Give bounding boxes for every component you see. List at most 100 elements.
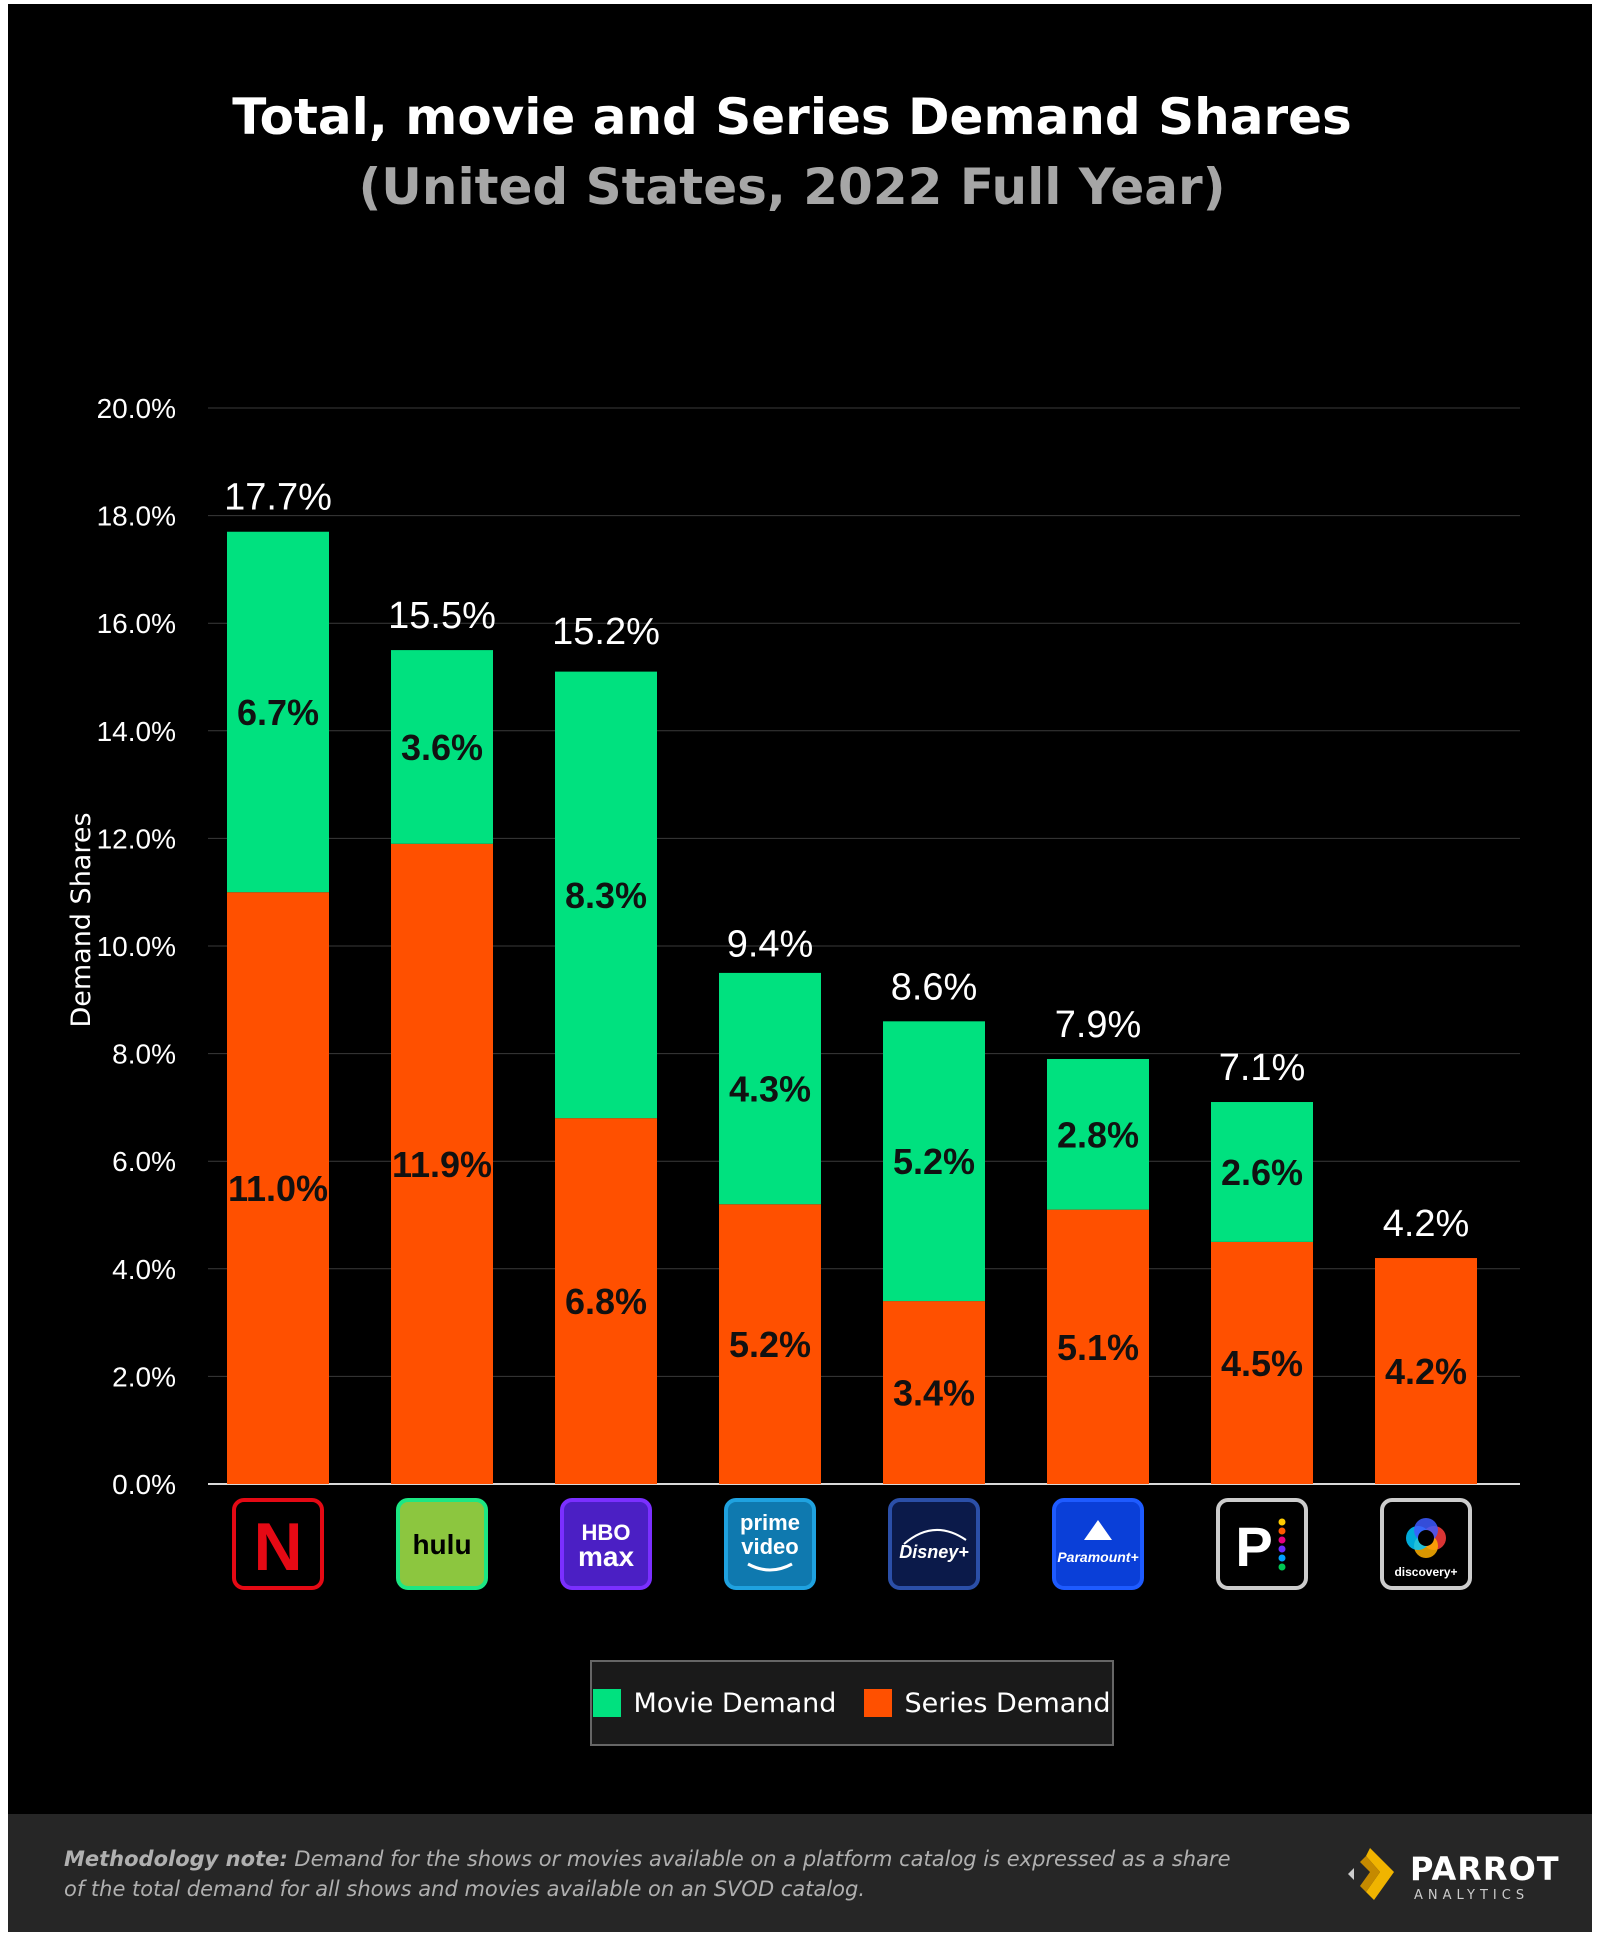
- y-tick-label: 16.0%: [97, 608, 176, 639]
- logo-badge: [232, 1498, 324, 1590]
- netflix-logo: N: [232, 1498, 324, 1590]
- y-tick-label: 6.0%: [112, 1146, 176, 1177]
- total-value-label: 7.9%: [1055, 1004, 1142, 1046]
- total-value-label: 4.2%: [1383, 1203, 1470, 1245]
- total-value-label: 7.1%: [1219, 1047, 1306, 1089]
- total-value-label: 15.2%: [552, 611, 660, 653]
- movie-bar-3: [719, 972, 821, 1205]
- legend-series-label: Series Demand: [904, 1687, 1111, 1719]
- logo-text: Paramount+: [1057, 1549, 1138, 1565]
- bar-layer: 11.0% 6.7% 17.7% 11.9% 3.6% 15.5% 6.8% 8.3% 15.2…: [224, 477, 1477, 1484]
- series-value-label: 4.5%: [1221, 1343, 1303, 1384]
- legend: Movie Demand Series Demand: [590, 1660, 1114, 1746]
- logo-text: Disney+: [899, 1542, 969, 1562]
- series-bar-4: [883, 1301, 985, 1484]
- movie-bar-1: [391, 650, 493, 844]
- brand-name: PARROT: [1410, 1850, 1560, 1888]
- note-text: Demand for the shows or movies available…: [64, 1847, 1231, 1901]
- y-tick-label: 10.0%: [97, 931, 176, 962]
- peacock-dot-icon: [1278, 1545, 1286, 1553]
- total-value-label: 17.7%: [224, 477, 332, 519]
- methodology-note: Methodology note: Demand for the shows o…: [64, 1844, 1244, 1904]
- movie-value-label: 2.6%: [1221, 1152, 1303, 1193]
- legend-movie-label: Movie Demand: [633, 1687, 837, 1719]
- peacock-dot-icon: [1278, 1563, 1286, 1571]
- series-bar-3: [719, 1204, 821, 1484]
- logo-badge: [888, 1498, 980, 1590]
- series-value-label: 11.9%: [392, 1144, 492, 1185]
- series-value-label: 6.8%: [565, 1281, 647, 1322]
- movie-bar-0: [227, 531, 329, 893]
- logo-text: P: [1235, 1515, 1272, 1578]
- logo-text: HBO: [582, 1520, 631, 1545]
- peacock-logo: P: [1216, 1498, 1308, 1590]
- total-value-label: 15.5%: [388, 595, 496, 637]
- series-bar-5: [1047, 1209, 1149, 1484]
- series-value-label: 5.2%: [729, 1324, 811, 1365]
- stacked-bar-chart: 0.0% 2.0% 4.0% 6.0% 8.0% 10.0% 12.0% 14.0% 16.0%…: [66, 393, 1520, 1590]
- logo-badge: [1052, 1498, 1144, 1590]
- y-tick-label: 12.0%: [97, 823, 176, 854]
- movie-value-label: 2.8%: [1057, 1114, 1139, 1155]
- series-swatch: [864, 1689, 893, 1717]
- logo-text: hulu: [412, 1529, 471, 1560]
- logo-text: N: [253, 1509, 302, 1585]
- movie-value-label: 6.7%: [237, 692, 319, 733]
- y-tick-label: 0.0%: [112, 1469, 176, 1500]
- series-bar-0: [227, 892, 329, 1484]
- movie-swatch: [593, 1689, 622, 1717]
- discovery-plus-logo: discovery+: [1380, 1498, 1472, 1590]
- peacock-dot-icon: [1278, 1536, 1286, 1544]
- y-tick-label: 2.0%: [112, 1361, 176, 1392]
- logo-text: video: [741, 1534, 798, 1559]
- note-label: Methodology note:: [64, 1847, 288, 1871]
- logo-badge: [560, 1498, 652, 1590]
- parrot-logo-icon: [1348, 1848, 1394, 1900]
- movie-value-label: 8.3%: [565, 875, 647, 916]
- y-axis-label: Demand Shares: [66, 812, 97, 1027]
- logo-text: max: [578, 1541, 634, 1572]
- logo-text: prime: [740, 1510, 800, 1535]
- disney-plus-logo: Disney+: [888, 1498, 980, 1590]
- logo-badge: [396, 1498, 488, 1590]
- y-tick-label: 14.0%: [97, 716, 176, 747]
- series-value-label: 5.1%: [1057, 1327, 1139, 1368]
- y-tick-label: 18.0%: [97, 501, 176, 532]
- series-bar-7: [1375, 1258, 1477, 1484]
- peacock-dot-icon: [1278, 1518, 1286, 1526]
- chart-subtitle: (United States, 2022 Full Year): [358, 158, 1226, 216]
- y-tick-label: 4.0%: [112, 1254, 176, 1285]
- series-value-label: 11.0%: [228, 1168, 328, 1209]
- series-bar-2: [555, 1118, 657, 1484]
- logo-badge: [724, 1498, 816, 1590]
- movie-bar-6: [1211, 1102, 1313, 1242]
- discovery-globe-center: [1418, 1530, 1434, 1546]
- total-value-label: 9.4%: [727, 923, 814, 965]
- mountain-icon: [1084, 1520, 1112, 1540]
- total-value-label: 8.6%: [891, 966, 978, 1008]
- footer: Methodology note: Demand for the shows o…: [8, 1814, 1592, 1932]
- movie-bar-5: [1047, 1058, 1149, 1210]
- movie-bar-2: [555, 671, 657, 1119]
- movie-value-label: 5.2%: [893, 1141, 975, 1182]
- series-value-label: 3.4%: [893, 1373, 975, 1414]
- movie-bar-4: [883, 1021, 985, 1302]
- arc-icon: [903, 1528, 967, 1545]
- series-bar-1: [391, 843, 493, 1484]
- y-tick-label: 20.0%: [97, 393, 176, 424]
- parrot-analytics-brand: PARROT ANALYTICS: [1340, 1842, 1560, 1906]
- peacock-dot-icon: [1278, 1554, 1286, 1562]
- y-tick-label: 8.0%: [112, 1039, 176, 1070]
- logo-text: discovery+: [1394, 1565, 1457, 1579]
- movie-value-label: 3.6%: [401, 727, 483, 768]
- legend-item-movie: Movie Demand: [593, 1688, 836, 1719]
- series-value-label: 4.2%: [1385, 1351, 1467, 1392]
- peacock-dot-icon: [1278, 1527, 1286, 1535]
- movie-value-label: 4.3%: [729, 1069, 811, 1110]
- smile-arrow-icon: [747, 1562, 793, 1572]
- hulu-logo: hulu: [396, 1498, 488, 1590]
- paramount-plus-logo: Paramount+: [1052, 1498, 1144, 1590]
- brand-sub: ANALYTICS: [1414, 1888, 1530, 1903]
